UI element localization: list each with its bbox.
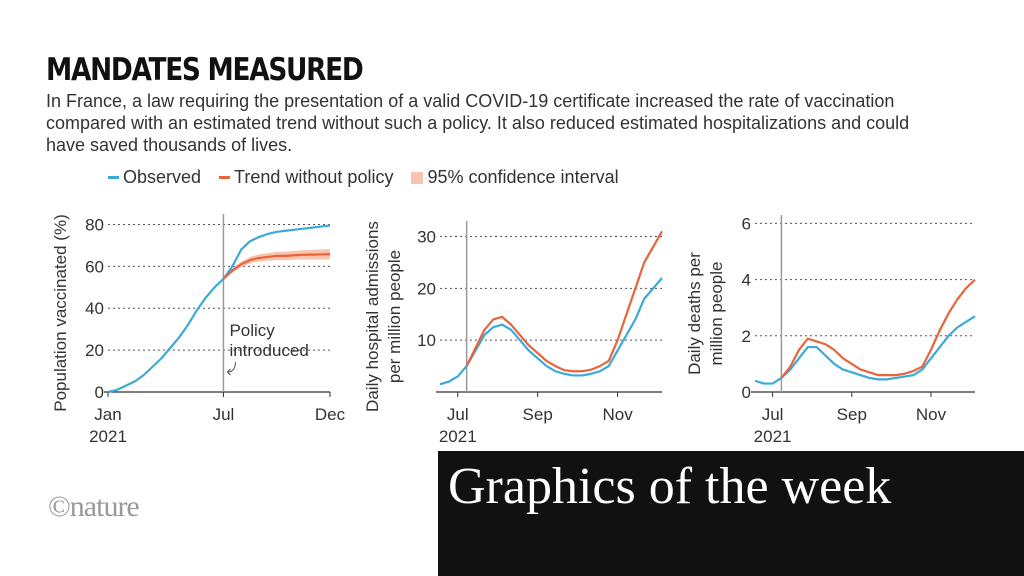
x-tick-label: Jul [762,405,784,424]
legend-marker [219,176,231,179]
y-tick-label: 0 [95,383,104,402]
legend-item: Observed [108,167,201,188]
legend-item: Trend without policy [219,167,393,188]
year-label: 2021 [89,427,127,446]
series-line [107,224,331,394]
title: MANDATES MEASURED [46,52,364,88]
legend-item: 95% confidence interval [411,167,619,188]
x-tick-label: Nov [602,405,633,424]
annotation-arrow [226,361,236,376]
series-line [222,253,331,280]
y-tick-label: 2 [742,327,751,346]
x-tick-label: Jan [94,405,121,424]
series-line [465,230,663,373]
x-tick-label: Dec [315,405,346,424]
legend-label: Observed [123,167,202,187]
legend-marker [411,171,424,184]
y-tick-label: 6 [742,214,751,233]
y-axis-label: per million people [385,250,404,383]
year-label: 2021 [754,427,792,446]
legend: Observed Trend without policy 95% confiden… [108,167,619,188]
legend-marker [108,176,119,179]
y-tick-label: 0 [742,383,751,402]
x-tick-label: Sep [837,405,867,424]
y-axis-label: Population vaccinated (%) [51,214,70,412]
y-axis-label: million people [707,262,726,366]
subtitle: In France, a law requiring the presentat… [46,91,910,155]
y-axis-label: Daily hospital admissions [363,221,382,412]
series-line [780,278,976,379]
y-tick-label: 10 [417,331,436,350]
annotation: introduced [229,341,308,360]
series-line [439,277,663,386]
banner: Graphics of the week [438,451,1024,576]
y-tick-label: 80 [85,215,104,234]
legend-label: Trend without policy [234,167,394,187]
x-tick-label: Sep [523,405,553,424]
y-tick-label: 4 [742,271,751,290]
y-tick-label: 20 [85,341,104,360]
y-tick-label: 20 [417,279,436,298]
y-tick-label: 30 [417,228,436,247]
y-axis-label: Daily deaths per [685,252,704,375]
confidence-band [223,248,330,280]
logo: ©nature [48,490,140,523]
y-tick-label: 40 [85,299,104,318]
y-tick-label: 60 [85,257,104,276]
x-tick-label: Jul [447,405,469,424]
series-line [754,315,976,385]
annotation: Policy [229,321,275,340]
year-label: 2021 [439,427,477,446]
x-tick-label: Nov [916,405,947,424]
x-tick-label: Jul [213,405,235,424]
legend-label: 95% confidence interval [427,167,619,187]
